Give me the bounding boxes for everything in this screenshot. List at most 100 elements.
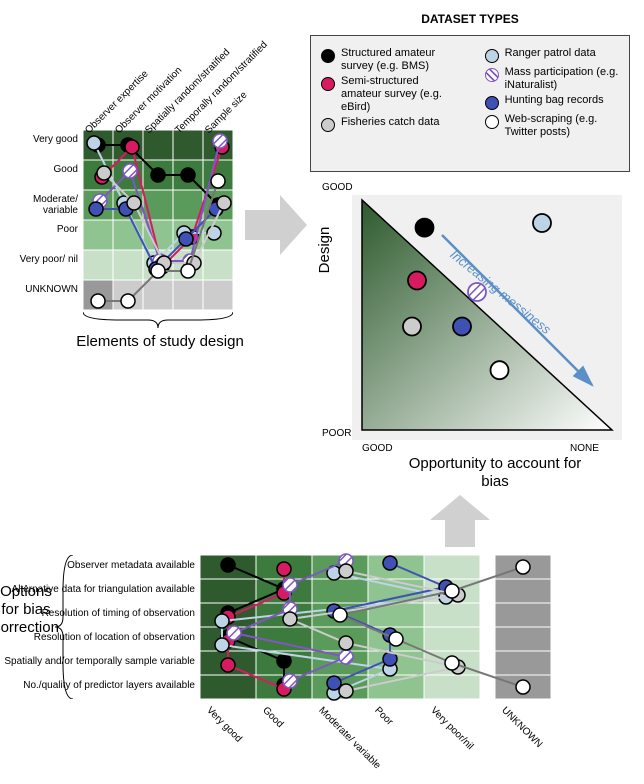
bottom-cell [312, 675, 368, 699]
bottom-marker-web [333, 608, 347, 622]
top-cell [173, 280, 203, 310]
top-cell [113, 160, 143, 190]
top-line-semi [102, 147, 222, 267]
top-marker-semi [215, 140, 229, 154]
top-cell [203, 250, 233, 280]
bottom-marker-structured [277, 654, 291, 668]
top-marker-structured [121, 138, 135, 152]
legend-label-hunting: Hunting bag records [505, 94, 604, 107]
top-marker-web [121, 294, 135, 308]
bottom-marker-hunting [327, 676, 341, 690]
bottom-line-ranger [222, 573, 446, 693]
top-cell [143, 190, 173, 220]
bottom-marker-ranger [327, 566, 341, 580]
top-marker-hunting [209, 202, 223, 216]
bottom-marker-hunting [439, 580, 453, 594]
bottom-cell [312, 555, 368, 579]
bottom-line-structured [228, 565, 284, 685]
bottom-marker-semi [277, 682, 291, 696]
tri-marker-hunting [453, 318, 471, 336]
top-cell [143, 250, 173, 280]
legend-box: Structured amateur survey (e.g. BMS)Semi… [310, 35, 630, 172]
top-marker-ranger [147, 256, 161, 270]
top-marker-web [211, 174, 225, 188]
bottom-marker-ranger [327, 686, 341, 700]
top-marker-hunting [149, 262, 163, 276]
top-cell [143, 160, 173, 190]
top-cell [113, 250, 143, 280]
bottom-line-semi [228, 569, 284, 689]
bottom-cell [368, 603, 424, 627]
bottom-marker-ranger [215, 614, 229, 628]
bottom-cell [368, 675, 424, 699]
top-cell [113, 220, 143, 250]
bottom-marker-fisheries [451, 660, 465, 674]
top-marker-fisheries [187, 256, 201, 270]
bottom-cell [256, 579, 312, 603]
top-cell [173, 220, 203, 250]
top-marker-structured [151, 168, 165, 182]
top-cell [143, 220, 173, 250]
bottom-marker-web [389, 632, 403, 646]
bottom-marker-mass [283, 578, 297, 592]
top-marker-ranger [117, 196, 131, 210]
triangle-shape [362, 200, 612, 430]
top-marker-fisheries [217, 196, 231, 210]
legend-item-web: Web-scraping (e.g. Twitter posts) [485, 113, 619, 138]
top-marker-mass [123, 164, 137, 178]
bottom-marker-structured [221, 606, 235, 620]
top-row-label: Very good [0, 134, 78, 145]
top-marker-mass [183, 254, 197, 268]
bottom-cell [495, 675, 551, 699]
top-row-label: UNKNOWN [0, 284, 78, 295]
design-label: Design [316, 200, 334, 300]
diagram-root: { "legend": { "title": "DATASET TYPES", … [0, 0, 644, 784]
bottom-cell [424, 603, 480, 627]
bottom-marker-mass [227, 626, 241, 640]
top-row-label: Good [0, 164, 78, 175]
bottom-marker-mass [339, 650, 353, 664]
bottom-marker-semi [221, 610, 235, 624]
bottom-col-label: UNKNOWN [499, 705, 544, 750]
brace-top [83, 312, 233, 330]
bottom-cell [200, 675, 256, 699]
top-marker-ranger [87, 136, 101, 150]
bottom-row-label: Spatially and/or temporally sample varia… [0, 656, 195, 667]
top-marker-hunting [179, 232, 193, 246]
top-marker-ranger [207, 226, 221, 240]
bottom-col-label: Very good [204, 705, 244, 745]
top-marker-fisheries [127, 196, 141, 210]
bottom-marker-fisheries [339, 564, 353, 578]
bottom-col-label: Moderate/ variable [316, 705, 382, 771]
top-cell [203, 160, 233, 190]
bottom-row-label: No./quality of predictor layers availabl… [0, 680, 195, 691]
top-marker-web [151, 264, 165, 278]
bottom-cell [312, 627, 368, 651]
top-line-fisheries [104, 173, 224, 263]
bottom-row-label: Observer metadata available [0, 560, 195, 571]
top-row-label: Very poor/ nil [0, 254, 78, 265]
bottom-cell [256, 555, 312, 579]
tri-good-top: GOOD [322, 182, 353, 193]
bottom-marker-semi [221, 658, 235, 672]
top-marker-web [181, 264, 195, 278]
top-marker-ranger [177, 226, 191, 240]
bottom-marker-fisheries [339, 636, 353, 650]
bottom-marker-hunting [327, 604, 341, 618]
top-cell [83, 130, 113, 160]
bottom-cell [200, 579, 256, 603]
bottom-col-label: Poor [372, 705, 395, 728]
bottom-marker-ranger [383, 662, 397, 676]
legend-item-fisheries: Fisheries catch data [321, 116, 475, 132]
bottom-line-web [340, 567, 523, 687]
bottom-marker-mass [283, 674, 297, 688]
top-cell [113, 190, 143, 220]
bottom-cell [424, 675, 480, 699]
top-cell [173, 160, 203, 190]
tri-marker-structured [416, 219, 434, 237]
bottom-matrix-title: Options for bias correction [0, 583, 62, 637]
bottom-cell [312, 603, 368, 627]
tri-marker-fisheries [403, 318, 421, 336]
top-marker-web [91, 294, 105, 308]
bottom-cell [495, 651, 551, 675]
